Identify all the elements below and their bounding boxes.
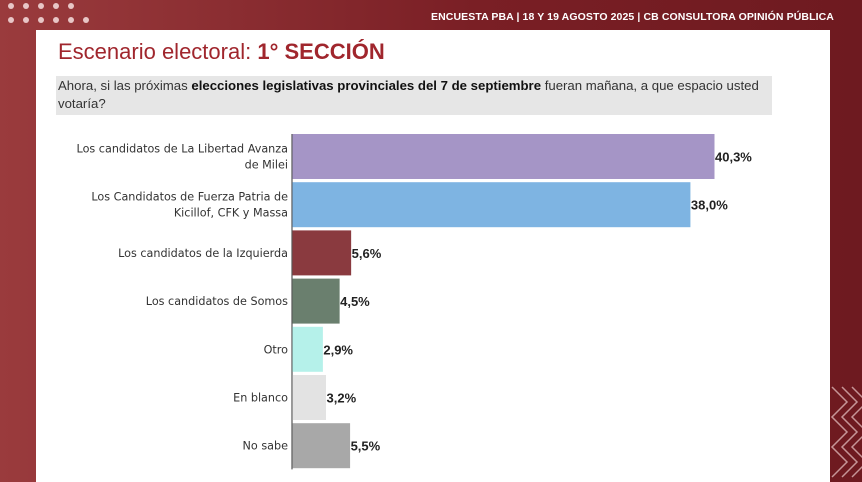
dot: [8, 17, 14, 23]
value-label-2: 5,6%: [352, 246, 382, 261]
bar-5: [292, 375, 327, 420]
category-label-line: Kicillof, CFK y Massa: [174, 207, 288, 220]
bar-0: [292, 134, 715, 179]
dot: [53, 17, 59, 23]
category-label-1: Los Candidatos de Fuerza Patria de Kicill…: [91, 191, 288, 220]
bar-2: [292, 230, 352, 276]
value-label-3: 4,5%: [340, 294, 370, 309]
chevron-decoration-icon: [830, 386, 862, 478]
dot: [38, 17, 44, 23]
category-label-4: Otro: [264, 343, 289, 356]
category-label-line: de Milei: [245, 159, 288, 172]
title-prefix: Escenario electoral:: [58, 39, 258, 64]
value-label-5: 3,2%: [327, 391, 357, 406]
value-label-1: 38,0%: [691, 198, 728, 213]
value-label-0: 40,3%: [715, 150, 752, 165]
dot: [8, 3, 14, 9]
question-after: fueran mañana, a que espacio usted votar…: [58, 78, 759, 111]
dot: [23, 17, 29, 23]
chart-card: Escenario electoral: 1° SECCIÓN Ahora, s…: [36, 30, 830, 482]
category-label-line: Los candidatos de Somos: [146, 295, 288, 308]
category-label-line: En blanco: [233, 392, 288, 405]
dots-decoration: [4, 0, 94, 28]
question-before: Ahora, si las próximas: [58, 78, 192, 93]
category-label-2: Los candidatos de la Izquierda: [118, 247, 288, 260]
page-title: Escenario electoral: 1° SECCIÓN: [58, 39, 385, 65]
bar-1: [292, 182, 691, 228]
dot: [53, 3, 59, 9]
title-highlight: 1° SECCIÓN: [257, 39, 385, 64]
dot: [38, 3, 44, 9]
category-label-line: Los Candidatos de Fuerza Patria de: [91, 191, 288, 204]
dot: [68, 17, 74, 23]
category-label-3: Los candidatos de Somos: [146, 295, 288, 308]
bar-6: [292, 423, 351, 469]
category-label-5: En blanco: [233, 392, 288, 405]
category-label-line: No sabe: [243, 440, 289, 453]
category-label-6: No sabe: [243, 440, 289, 453]
survey-header: ENCUESTA PBA | 18 Y 19 AGOSTO 2025 | CB …: [430, 11, 834, 23]
dot: [23, 3, 29, 9]
category-label-line: Los candidatos de La Libertad Avanza: [77, 143, 288, 156]
value-label-6: 5,5%: [351, 439, 381, 454]
dot: [83, 17, 89, 23]
category-label-line: Otro: [264, 343, 289, 356]
bar-4: [292, 326, 323, 372]
category-label-0: Los candidatos de La Libertad Avanza de M…: [77, 143, 288, 172]
bar-3: [292, 278, 340, 324]
value-label-4: 2,9%: [323, 342, 353, 357]
category-label-line: Los candidatos de la Izquierda: [118, 247, 288, 260]
question-bold: elecciones legislativas provinciales del…: [191, 78, 542, 93]
dot: [68, 3, 74, 9]
question-text: Ahora, si las próximas elecciones legisl…: [56, 76, 772, 115]
